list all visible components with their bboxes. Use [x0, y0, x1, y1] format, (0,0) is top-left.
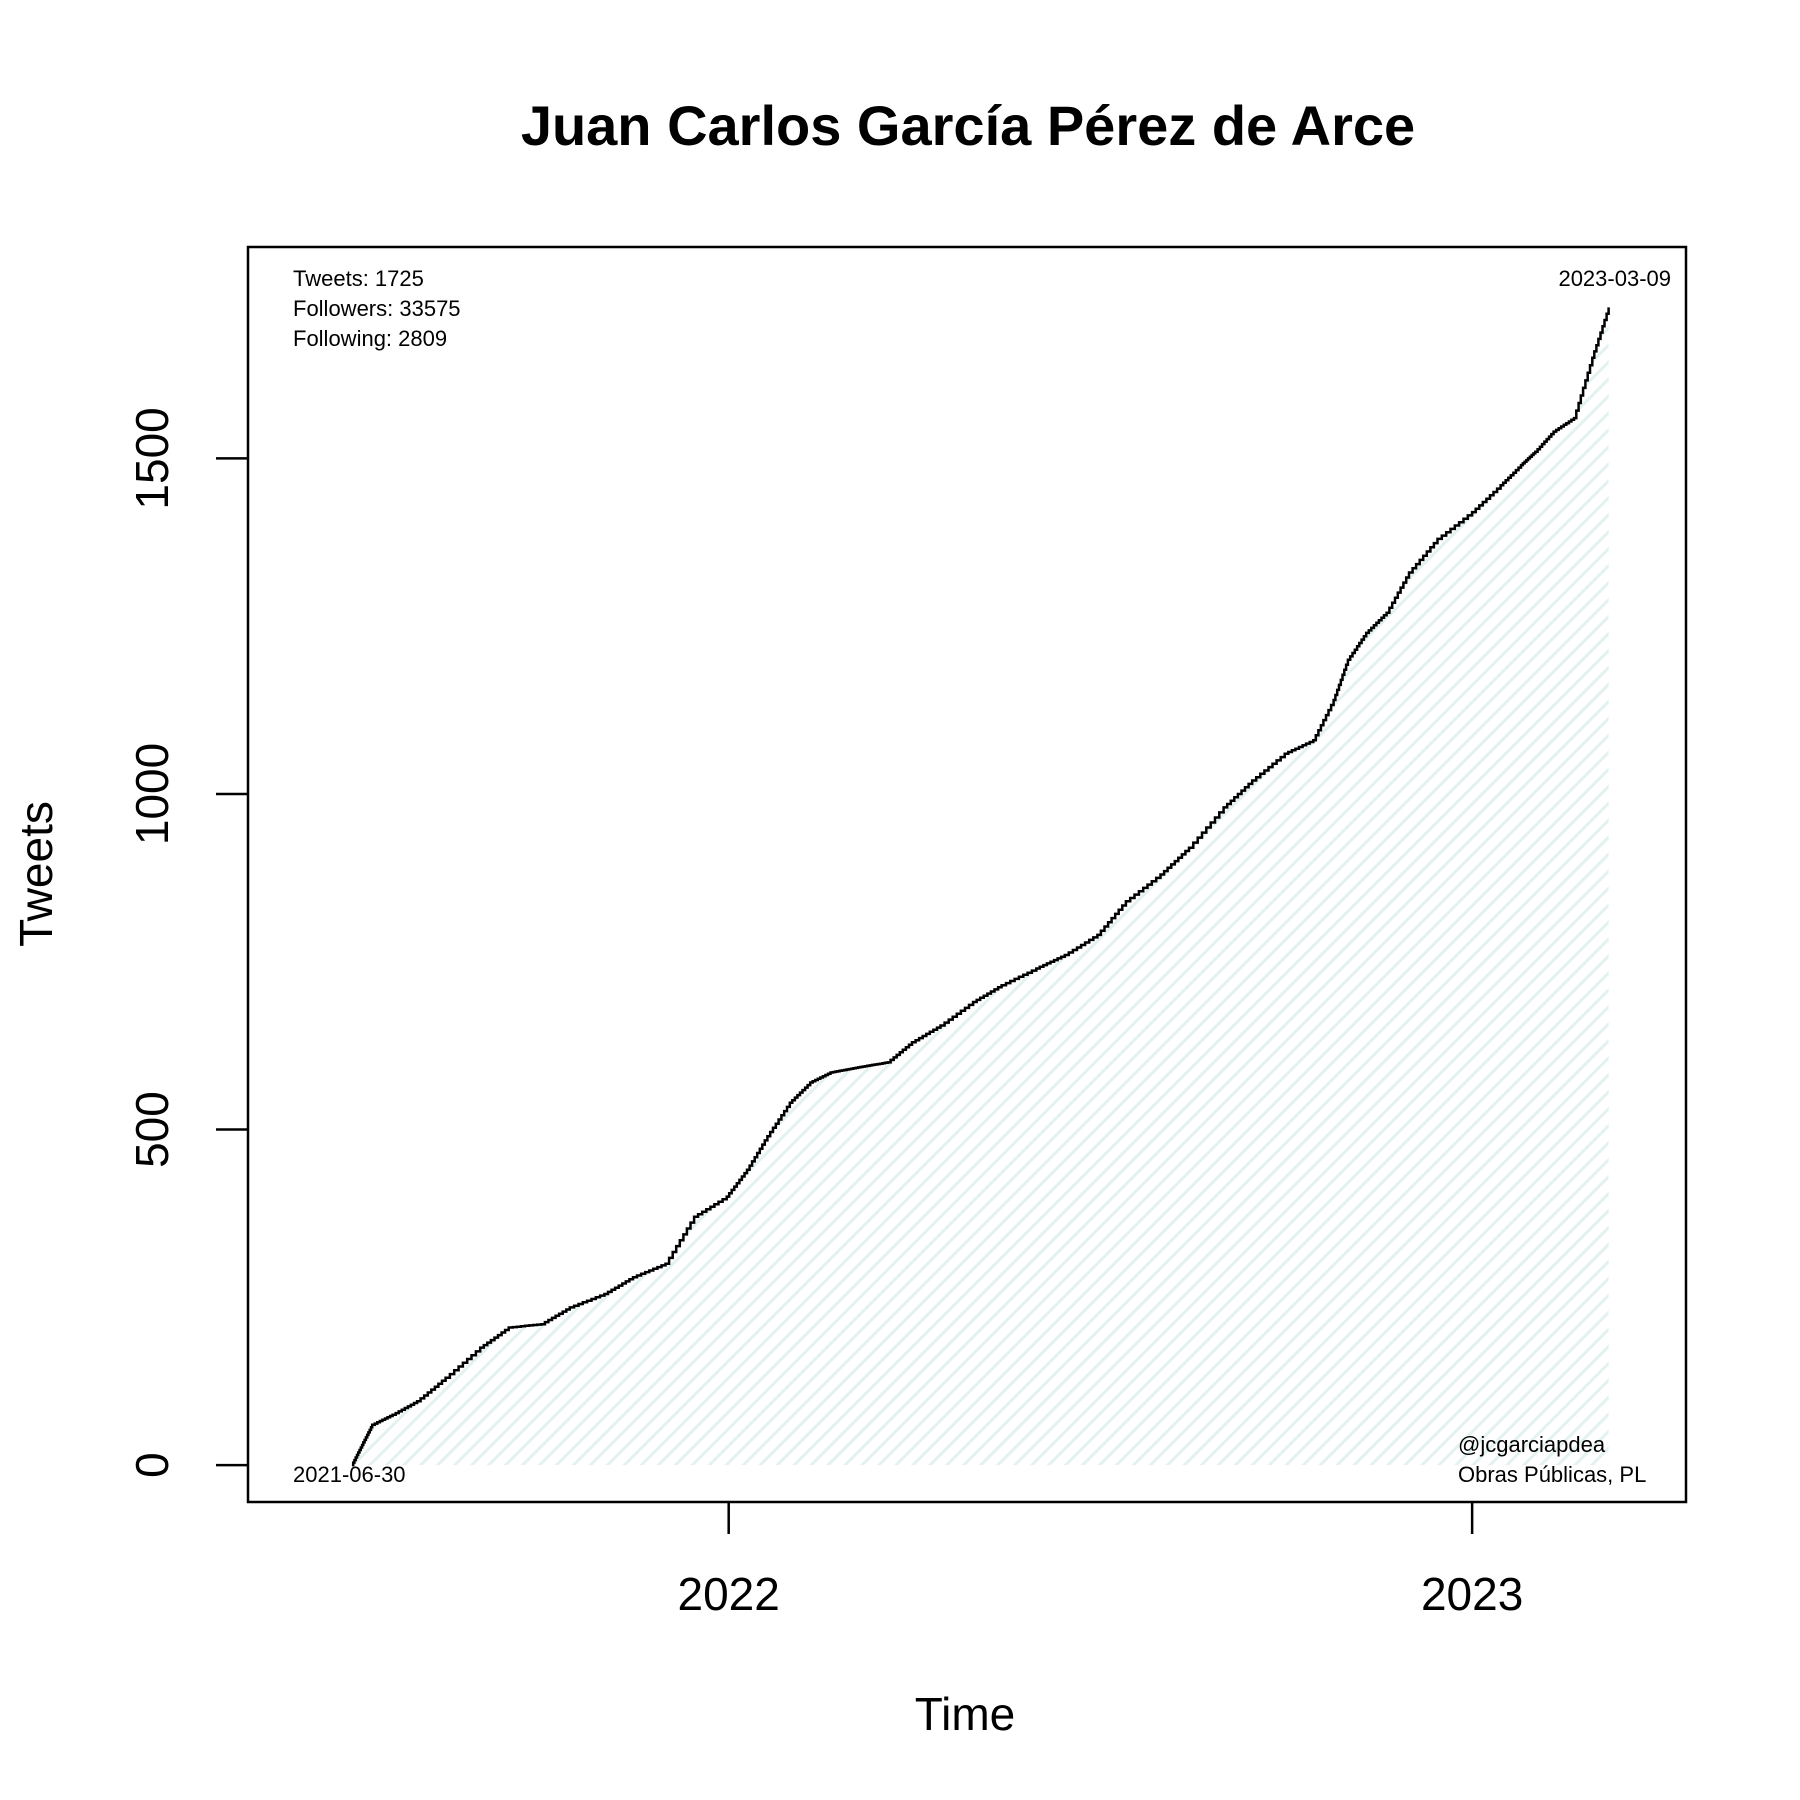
- x-axis-title: Time: [915, 1688, 1016, 1740]
- series-line: [351, 307, 1610, 1467]
- y-tick-label: 0: [126, 1452, 178, 1478]
- y-axis: 0 500 1000 1500: [126, 407, 248, 1478]
- y-tick-label: 500: [126, 1091, 178, 1168]
- y-tick-label: 1000: [126, 743, 178, 845]
- series-area: [351, 307, 1609, 1466]
- stat-followers: Followers: 33575: [293, 296, 461, 321]
- stat-following: Following: 2809: [293, 326, 447, 351]
- y-axis-title: Tweets: [10, 801, 62, 947]
- x-tick-label: 2023: [1421, 1568, 1523, 1620]
- line-layer: [351, 307, 1610, 1467]
- x-axis: 2022 2023: [678, 1502, 1523, 1620]
- start-date-label: 2021-06-30: [293, 1462, 406, 1487]
- x-tick-label: 2022: [678, 1568, 780, 1620]
- handle-label: @jcgarciapdea: [1458, 1432, 1606, 1457]
- y-tick-label: 1500: [126, 407, 178, 509]
- end-date-label: 2023-03-09: [1558, 266, 1671, 291]
- affiliation-label: Obras Públicas, PL: [1458, 1462, 1646, 1487]
- plot-frame: [246, 245, 1688, 1504]
- stat-tweets: Tweets: 1725: [293, 266, 424, 291]
- chart-title: Juan Carlos García Pérez de Arce: [521, 94, 1415, 157]
- area-layer: [351, 307, 1609, 1466]
